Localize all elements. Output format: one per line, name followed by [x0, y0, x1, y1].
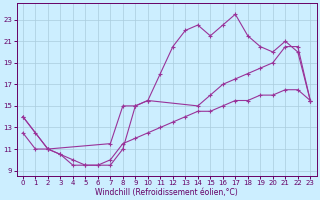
X-axis label: Windchill (Refroidissement éolien,°C): Windchill (Refroidissement éolien,°C)	[95, 188, 238, 197]
